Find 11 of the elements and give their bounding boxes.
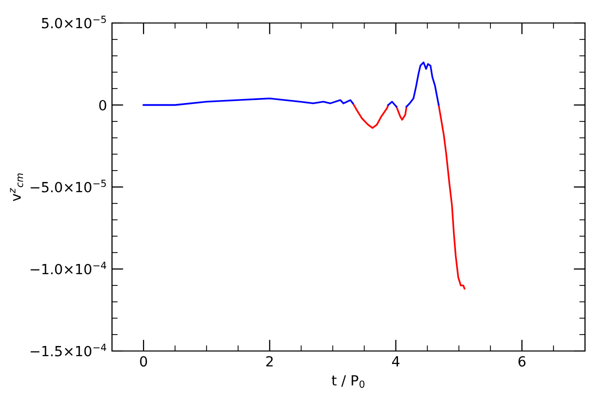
x-tick-label: 0 — [140, 356, 148, 367]
y-tick-label: 5.0×10$^{−5}$ — [42, 16, 106, 28]
y-tick-label: 0 — [99, 100, 106, 110]
x-tick-label: 6 — [518, 356, 526, 367]
x-tick-label: 4 — [392, 356, 400, 366]
x-axis-title: t / P$_{0}$ — [332, 375, 364, 388]
y-axis-title: v$^{z}$$_{cm}$ — [10, 173, 24, 202]
y-tick-label: −1.0×10$^{−4}$ — [30, 262, 106, 274]
y-tick-label: −1.5×10$^{−4}$ — [30, 344, 106, 356]
x-tick-label: 2 — [266, 356, 273, 366]
y-tick-label: −5.0×10$^{−5}$ — [30, 180, 106, 192]
